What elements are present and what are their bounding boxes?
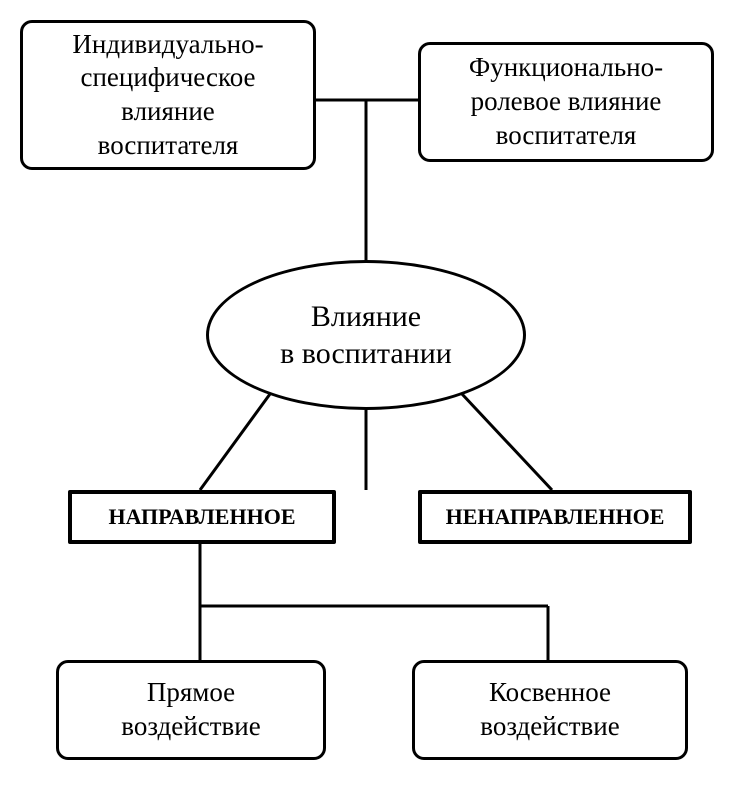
node-top-right: Функционально- ролевое влияние воспитате… xyxy=(418,42,714,162)
node-bottom-left-label: Прямое воздействие xyxy=(121,676,260,744)
node-center: Влияние в воспитании xyxy=(206,260,526,410)
node-center-label: Влияние в воспитании xyxy=(280,298,452,373)
diagram-canvas: { "diagram": { "type": "flowchart", "bac… xyxy=(0,0,732,798)
node-top-left: Индивидуально- специфическое влияние вос… xyxy=(20,20,316,170)
node-mid-right-label: НЕНАПРАВЛЕННОЕ xyxy=(446,503,665,531)
edge xyxy=(462,394,552,490)
node-mid-left: НАПРАВЛЕННОЕ xyxy=(68,490,336,544)
node-mid-left-label: НАПРАВЛЕННОЕ xyxy=(109,503,296,531)
node-top-left-label: Индивидуально- специфическое влияние вос… xyxy=(72,28,263,163)
edge xyxy=(316,100,366,263)
node-bottom-left: Прямое воздействие xyxy=(56,660,326,760)
node-bottom-right: Косвенное воздействие xyxy=(412,660,688,760)
node-mid-right: НЕНАПРАВЛЕННОЕ xyxy=(418,490,692,544)
edge xyxy=(200,394,270,490)
node-top-right-label: Функционально- ролевое влияние воспитате… xyxy=(469,51,663,152)
node-bottom-right-label: Косвенное воздействие xyxy=(480,676,619,744)
